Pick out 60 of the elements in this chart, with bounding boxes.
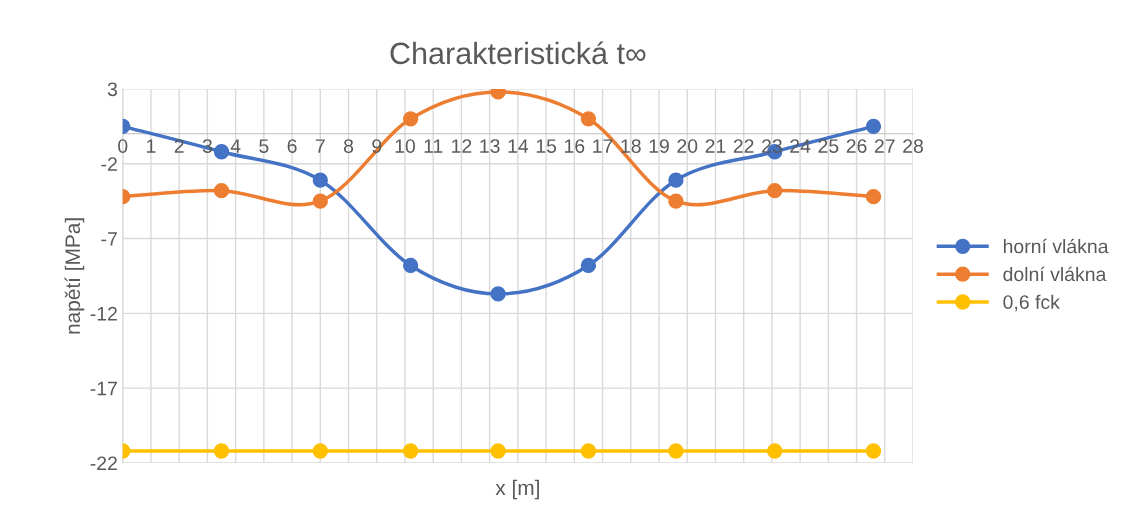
x-tick-label: 4	[230, 139, 241, 153]
point	[865, 189, 882, 205]
point	[865, 118, 882, 134]
x-tick-label: 2	[174, 139, 184, 153]
y-tick-label: -7	[101, 232, 117, 246]
x-tick-label: 3	[202, 139, 212, 153]
x-tick-label: 26	[846, 139, 867, 153]
point	[767, 443, 783, 459]
legend-label: 0,6 fck	[1003, 294, 1060, 312]
x-tick-label: 18	[621, 139, 641, 153]
y-axis-title: napětí [MPa]	[64, 218, 85, 334]
point	[312, 443, 328, 459]
x-tick-label: 8	[343, 139, 354, 153]
x-tick-label: 25	[818, 139, 839, 153]
y-tick-label: -17	[90, 381, 117, 396]
point	[767, 183, 783, 199]
point	[312, 172, 328, 188]
x-tick-label: 21	[705, 139, 726, 153]
chart-title: Charakteristická t∞	[390, 41, 646, 65]
x-tick-label: 7	[315, 139, 325, 153]
x-tick-label: 12	[452, 139, 472, 153]
point	[213, 144, 230, 160]
x-axis-title: x [m]	[495, 479, 539, 500]
x-tick-label: 11	[424, 139, 443, 153]
x-tick-label: 17	[593, 139, 613, 153]
point	[490, 286, 506, 302]
point	[668, 443, 684, 459]
y-tick-label: 3	[107, 82, 118, 97]
point	[580, 443, 597, 459]
x-tick-label: 28	[903, 139, 923, 153]
x-tick-label: 16	[564, 139, 585, 153]
x-tick-label: 1	[147, 139, 156, 153]
x-tick-label: 20	[677, 139, 698, 153]
y-tick-label: -22	[90, 456, 117, 471]
x-tick-label: 14	[508, 139, 529, 153]
x-tick-label: 15	[536, 139, 557, 153]
x-tick-label: 10	[395, 139, 416, 153]
point	[668, 193, 684, 209]
x-tick-label: 27	[874, 139, 895, 153]
legend-label: dolní vlákna	[1003, 266, 1107, 282]
point	[580, 257, 597, 274]
point	[490, 443, 506, 459]
point	[402, 111, 419, 127]
y-tick-label: -2	[101, 157, 117, 171]
legend-label: horní vlákna	[1003, 238, 1109, 254]
point	[402, 257, 419, 274]
y-tick-label: -12	[90, 306, 117, 321]
x-tick-label: 0	[118, 139, 128, 153]
point	[668, 172, 684, 188]
point	[865, 443, 882, 459]
x-tick-label: 6	[287, 139, 297, 153]
point	[312, 193, 328, 209]
point	[213, 183, 230, 199]
point	[402, 443, 419, 459]
x-tick-label: 19	[649, 139, 669, 153]
x-tick-label: 13	[480, 139, 500, 153]
x-tick-label: 5	[259, 139, 269, 153]
point	[213, 443, 230, 459]
point	[580, 111, 597, 127]
x-tick-label: 22	[733, 139, 754, 153]
